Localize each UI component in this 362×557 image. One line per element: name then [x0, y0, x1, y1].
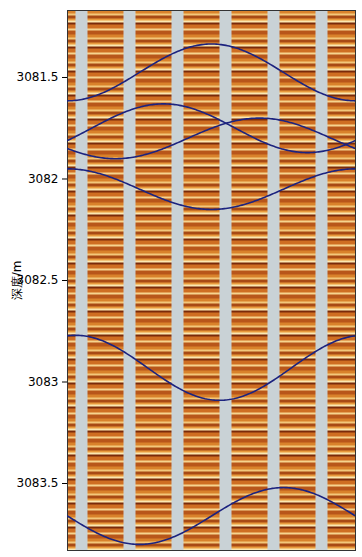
svg-text:3083: 3083	[28, 375, 59, 389]
svg-text:3083.5: 3083.5	[17, 476, 59, 490]
svg-text:3082.5: 3082.5	[16, 273, 59, 288]
svg-text:深度/m: 深度/m	[10, 261, 24, 301]
svg-text:3082: 3082	[28, 172, 59, 186]
svg-text:3081.5: 3081.5	[17, 70, 59, 84]
